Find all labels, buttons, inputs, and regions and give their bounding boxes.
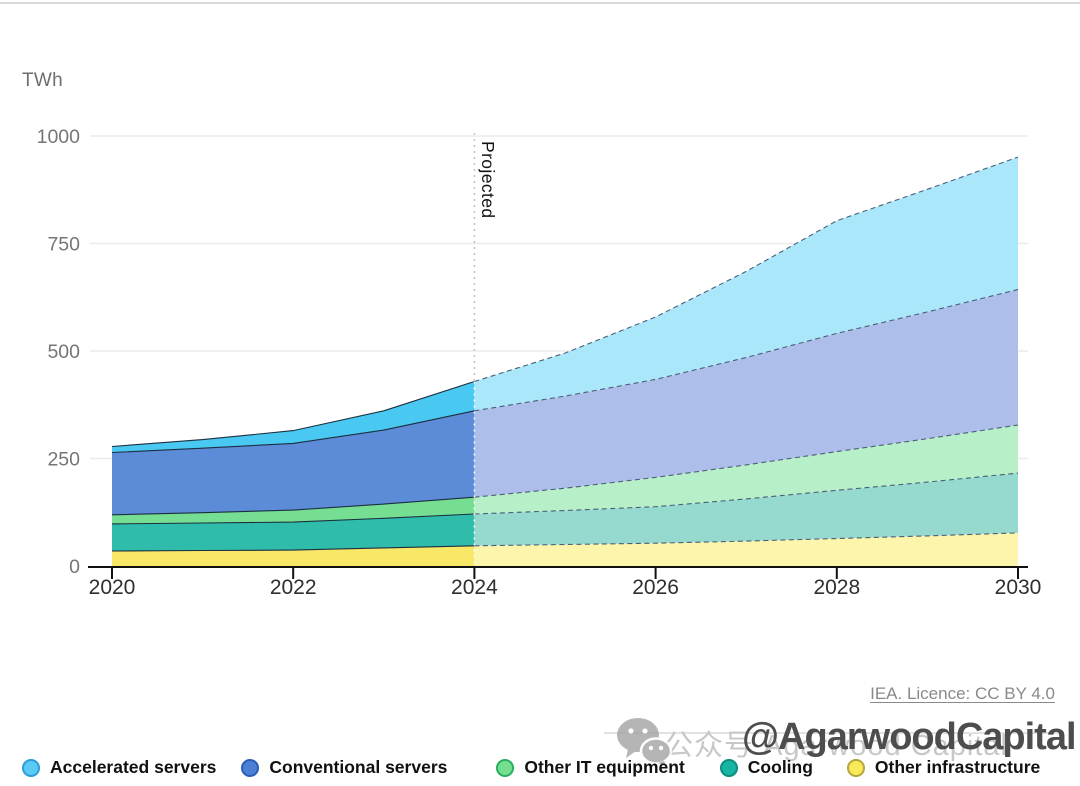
legend-label: Other infrastructure bbox=[874, 757, 1041, 777]
top-divider bbox=[0, 2, 1080, 4]
boundary-historical-other-it-equipment bbox=[111, 496, 475, 516]
x-tick-label: 2028 bbox=[813, 576, 860, 599]
area-projected-accelerated-servers bbox=[474, 157, 1018, 411]
legend-dot-other-it-equipment bbox=[496, 758, 515, 777]
boundary-historical-cooling bbox=[111, 513, 475, 525]
legend-item-other-it-equipment: Other IT equipment bbox=[496, 757, 685, 778]
y-tick-label: 500 bbox=[47, 341, 80, 363]
legend-item-other-infrastructure: Other infrastructure bbox=[846, 757, 1041, 778]
x-tick-label: 2024 bbox=[451, 576, 498, 599]
legend-dot-other-infrastructure bbox=[846, 758, 865, 777]
legend-item-conventional-servers: Conventional servers bbox=[241, 757, 447, 778]
area-historical-conventional-servers bbox=[112, 410, 475, 515]
y-tick-label: 750 bbox=[47, 234, 80, 256]
boundary-projected-other-it-equipment bbox=[474, 424, 1019, 498]
wechat-icon bbox=[617, 718, 672, 767]
licence-link[interactable]: IEA. Licence: CC BY 4.0 bbox=[870, 684, 1055, 703]
legend-item-cooling: Cooling bbox=[719, 757, 813, 778]
watermark-dark-text: @AgarwoodCapital bbox=[742, 716, 1077, 758]
boundary-historical-conventional-servers bbox=[111, 410, 475, 454]
area-historical-accelerated-servers bbox=[112, 381, 475, 453]
x-tick-label: 2026 bbox=[632, 576, 679, 599]
stacked-area-chart: 2020 2022 2024 2026 2028 2030 0 250 500 750 1000 bbox=[37, 126, 1042, 599]
legend-dot-cooling bbox=[719, 758, 738, 777]
projected-annotation: Projected bbox=[478, 141, 498, 219]
legend-label: Other IT equipment bbox=[524, 757, 685, 777]
legend-dot-conventional-servers bbox=[241, 758, 260, 777]
chart-legend: Accelerated servers Conventional servers… bbox=[22, 757, 1040, 778]
y-tick-label: 250 bbox=[47, 449, 80, 471]
boundary-projected-accelerated-servers bbox=[474, 156, 1019, 383]
legend-label: Accelerated servers bbox=[50, 757, 217, 777]
x-tick-label: 2022 bbox=[270, 576, 317, 599]
legend-label: Conventional servers bbox=[269, 757, 448, 777]
boundary-projected-cooling bbox=[474, 472, 1019, 515]
x-tick-label: 2030 bbox=[995, 576, 1042, 599]
watermark-light-text: 公众号 Agarwood Capital bbox=[664, 730, 1008, 762]
watermark-strike-line bbox=[604, 732, 1064, 734]
area-projected-conventional-servers bbox=[474, 289, 1018, 498]
y-axis-unit-label: TWh bbox=[22, 70, 64, 91]
area-projected-cooling bbox=[474, 473, 1018, 546]
boundary-historical-other-infrastructure bbox=[111, 545, 475, 552]
x-tick-label: 2020 bbox=[89, 576, 136, 599]
boundary-projected-conventional-servers bbox=[474, 288, 1019, 412]
y-tick-label: 0 bbox=[69, 556, 80, 578]
boundary-historical-accelerated-servers bbox=[111, 380, 475, 448]
legend-dot-accelerated-servers bbox=[22, 758, 40, 777]
boundary-projected-other-infrastructure bbox=[474, 532, 1019, 547]
legend-item-accelerated-servers: Accelerated servers bbox=[22, 757, 216, 778]
legend-label: Cooling bbox=[747, 757, 813, 777]
y-tick-label: 1000 bbox=[37, 126, 81, 148]
area-projected-other-it-equipment bbox=[474, 425, 1018, 514]
area-projected-other-infrastructure bbox=[474, 532, 1018, 566]
